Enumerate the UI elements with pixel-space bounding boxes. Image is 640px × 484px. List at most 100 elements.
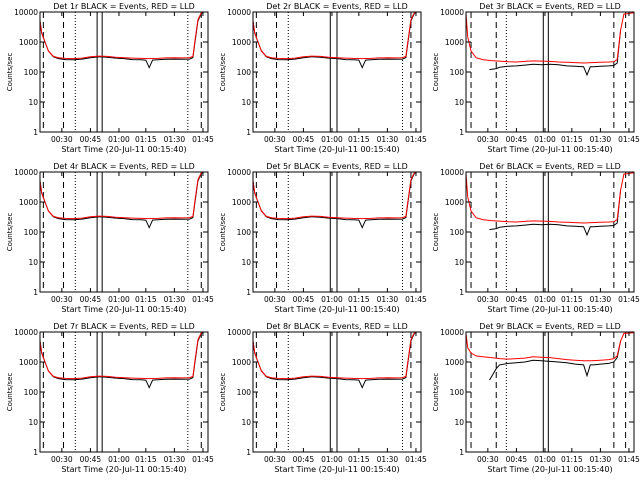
x-tick-label: 01:30 [590,295,612,304]
x-tick-label: 01:00 [108,455,130,464]
y-tick-label: 10 [241,418,251,427]
y-tick-label: 1 [459,448,464,457]
x-tick-label: 00:30 [264,455,286,464]
chart-title: Det 1r BLACK = Events, RED = LLD [53,2,195,11]
y-tick-label: 1 [33,448,38,457]
x-axis-label: Start Time (20-Jul-11 00:15:40) [274,465,399,474]
chart-panel-7: Det 7r BLACK = Events, RED = LLD 1 10 100 10… [6,322,214,474]
x-axis-label: Start Time (20-Jul-11 00:15:40) [61,145,186,154]
x-tick-label: 01:15 [135,455,157,464]
x-tick-label: 00:45 [506,135,528,144]
series-lld-line [466,172,634,224]
y-tick-label: 10 [241,98,251,107]
x-axis-label: Start Time (20-Jul-11 00:15:40) [61,465,186,474]
x-tick-label: 00:30 [264,295,286,304]
y-tick-label: 1000 [19,198,38,207]
x-tick-label: 01:00 [108,295,130,304]
x-tick-label: 00:45 [80,455,102,464]
y-tick-label: 1 [246,288,251,297]
y-tick-label: 10000 [227,8,251,17]
chart-panel-3: Det 3r BLACK = Events, RED = LLD 1 10 100 10… [432,2,640,154]
x-tick-label: 01:15 [135,135,157,144]
chart-title: Det 4r BLACK = Events, RED = LLD [53,162,195,171]
x-tick-label: 01:15 [561,455,583,464]
x-tick-label: 01:15 [348,295,370,304]
plot-data [466,12,634,132]
y-tick-label: 1000 [19,358,38,367]
y-tick-label: 10000 [227,168,251,177]
x-tick-label: 00:45 [293,295,315,304]
y-tick-label: 1 [246,128,251,137]
y-tick-label: 10000 [14,8,38,17]
x-tick-label: 01:15 [561,295,583,304]
plot-frame [39,11,209,133]
x-tick-label: 01:45 [192,295,214,304]
x-tick-label: 01:15 [561,135,583,144]
y-tick-label: 100 [24,68,39,77]
x-tick-label: 01:30 [590,135,612,144]
plot-data [40,172,205,292]
chart-panel-9: Det 9r BLACK = Events, RED = LLD 1 10 100 10… [432,322,640,474]
x-tick-label: 00:30 [51,455,73,464]
y-tick-label: 1000 [445,358,464,367]
series-events-line [253,332,418,389]
chart-title: Det 2r BLACK = Events, RED = LLD [266,2,408,11]
chart-title: Det 7r BLACK = Events, RED = LLD [53,322,195,331]
x-tick-label: 01:30 [164,295,186,304]
x-tick-label: 01:15 [135,295,157,304]
x-tick-label: 00:45 [293,135,315,144]
y-tick-label: 10 [454,418,464,427]
x-tick-label: 01:45 [405,455,427,464]
plot-frame [39,331,209,453]
x-tick-label: 01:00 [321,135,343,144]
x-tick-label: 00:45 [506,455,528,464]
plot-frame [465,331,635,453]
y-tick-label: 1000 [232,38,251,47]
y-tick-label: 10000 [440,168,464,177]
plot-data [466,172,634,292]
y-tick-label: 10 [28,258,38,267]
y-axis-label: Counts/sec [6,213,14,252]
y-axis-label: Counts/sec [432,53,440,92]
x-tick-label: 01:00 [321,455,343,464]
chart-panel-2: Det 2r BLACK = Events, RED = LLD 1 10 100 10… [219,2,427,154]
y-axis-label: Counts/sec [432,373,440,412]
y-tick-label: 100 [24,228,39,237]
x-tick-label: 01:30 [164,455,186,464]
x-tick-label: 01:30 [377,135,399,144]
y-tick-label: 100 [237,68,252,77]
y-tick-label: 10 [241,258,251,267]
y-tick-label: 100 [24,388,39,397]
y-tick-label: 10 [454,258,464,267]
x-axis-label: Start Time (20-Jul-11 00:15:40) [487,305,612,314]
x-tick-label: 01:30 [377,455,399,464]
y-tick-label: 1000 [232,358,251,367]
plot-data [253,332,418,452]
x-tick-label: 00:30 [477,295,499,304]
x-tick-label: 01:45 [192,455,214,464]
plot-frame [39,171,209,293]
x-tick-label: 00:30 [51,135,73,144]
chart-panel-6: Det 6r BLACK = Events, RED = LLD 1 10 100 10… [432,162,640,314]
plot-data [466,332,634,452]
x-tick-label: 00:45 [80,135,102,144]
y-tick-label: 1 [459,128,464,137]
x-tick-label: 00:45 [293,455,315,464]
x-tick-label: 01:15 [348,455,370,464]
x-tick-label: 01:00 [534,135,556,144]
x-tick-label: 00:30 [477,135,499,144]
y-tick-label: 1 [33,128,38,137]
y-tick-label: 10 [28,98,38,107]
plot-frame [465,11,635,133]
series-lld-line [253,172,418,220]
y-axis-label: Counts/sec [432,213,440,252]
y-tick-label: 1000 [445,38,464,47]
chart-title: Det 5r BLACK = Events, RED = LLD [266,162,408,171]
chart-title: Det 6r BLACK = Events, RED = LLD [479,162,621,171]
chart-panel-8: Det 8r BLACK = Events, RED = LLD 1 10 100 10… [219,322,427,474]
series-lld-line [253,12,418,60]
y-tick-label: 100 [450,228,465,237]
series-lld-line [466,332,634,362]
series-lld-line [40,332,205,380]
